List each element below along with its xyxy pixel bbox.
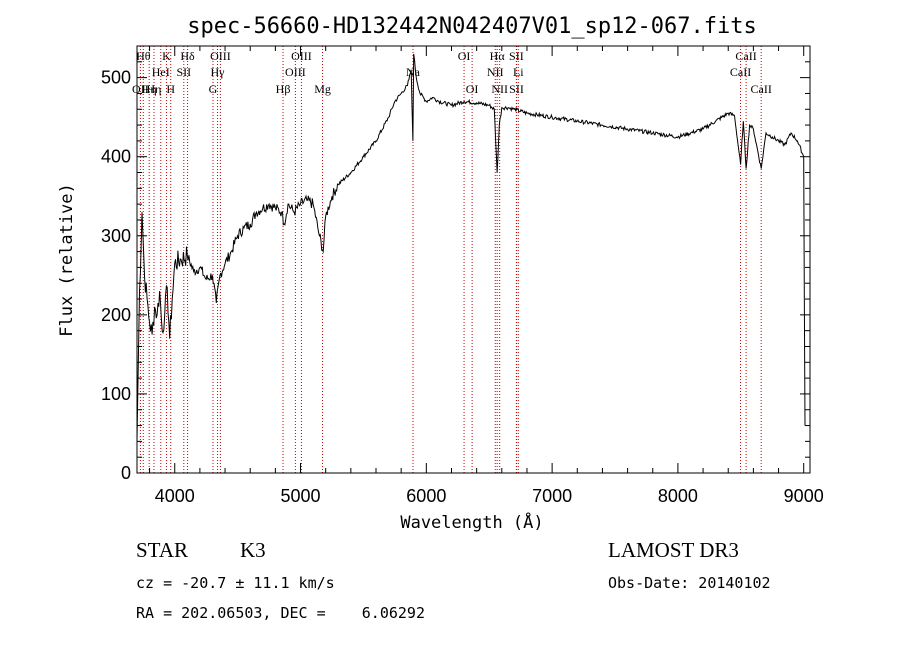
line-label-27: CaII [751,82,772,96]
x-tick-label-4: 8000 [658,486,698,506]
line-label-13: OIII [285,65,306,79]
x-tick-label-2: 6000 [406,486,446,506]
line-label-9: G [209,82,218,96]
line-label-18: OI [466,82,479,96]
object-class: STAR [136,538,188,562]
line-label-17: OI [458,49,471,63]
line-label-22: SII [509,49,524,63]
line-label-4: HeI [152,65,170,79]
line-label-24: Li [513,65,524,79]
line-label-6: H [166,82,175,96]
plot-frame [136,45,811,474]
spectral-line-markers [139,46,762,473]
redshift-velocity: cz = -20.7 ± 11.1 km/s [136,574,335,592]
object-subclass: K3 [240,538,266,562]
line-label-7: SII [176,65,191,79]
y-tick-label-0: 0 [121,463,131,483]
line-label-12: Hβ [276,82,291,96]
y-axis-label: Flux (relative) [57,183,77,337]
line-label-10: Hγ [211,65,226,79]
line-label-1: Hθ [136,49,151,63]
chart-title: spec-56660-HD132442N042407V01_sp12-067.f… [187,14,757,39]
line-label-15: Mg [314,82,331,96]
y-tick-label-3: 300 [101,226,131,246]
y-tick-label-2: 200 [101,305,131,325]
line-label-14: OIII [291,49,312,63]
x-tick-label-1: 5000 [281,486,321,506]
spectrum-line [136,53,806,442]
line-label-19: NII [487,65,504,79]
y-axis-ticks: 0 100 200 300 400 500 [101,61,810,483]
line-label-26: CaII [735,49,756,63]
spectral-line-labels: OIIHθHηHηHeIKHSIIHδGHγOIIIHβOIIIOIIIMgNa… [132,49,772,96]
y-tick-label-1: 100 [101,384,131,404]
y-tick-label-5: 500 [101,68,131,88]
line-label-2: Hη [142,82,157,96]
line-label-5: K [162,49,171,63]
line-label-8: Hδ [180,49,195,63]
sky-coordinates: RA = 202.06503, DEC = 6.06292 [136,604,425,622]
x-tick-label-0: 4000 [155,486,195,506]
survey-name: LAMOST DR3 [608,538,739,562]
x-tick-label-3: 7000 [532,486,572,506]
line-label-3: Hη [147,82,162,96]
line-label-25: CaII [730,65,751,79]
line-label-11: OIII [210,49,231,63]
line-label-0: OII [132,82,149,96]
x-axis-label: Wavelength (Å) [400,511,543,533]
y-tick-label-4: 400 [101,147,131,167]
observation-date: Obs-Date: 20140102 [608,574,771,592]
x-axis-ticks: 4000 5000 6000 7000 8000 9000 [149,46,824,506]
x-tick-label-5: 9000 [784,486,824,506]
line-label-20: Hα [490,49,506,63]
line-label-21: NII [491,82,508,96]
line-label-23: SII [509,82,524,96]
